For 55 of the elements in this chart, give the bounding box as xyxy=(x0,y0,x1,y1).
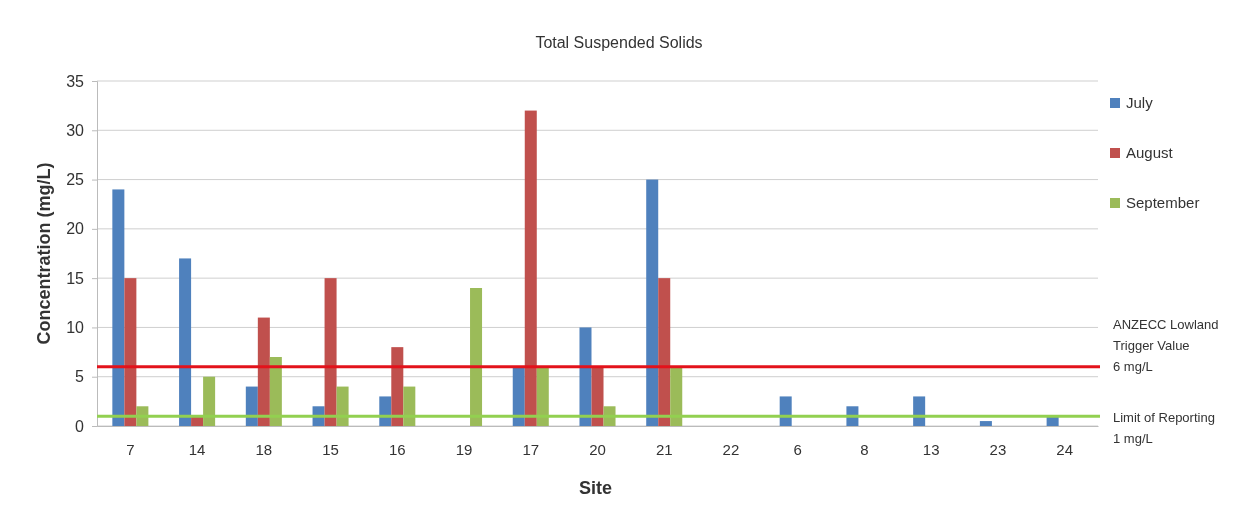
bar xyxy=(512,366,525,426)
x-tick-label: 22 xyxy=(722,440,740,458)
x-tick-label: 19 xyxy=(455,440,473,458)
x-tick-label: 8 xyxy=(860,440,869,458)
bar xyxy=(124,278,137,426)
bar xyxy=(779,396,792,426)
y-tick-label: 30 xyxy=(66,121,85,139)
x-tick-label: 16 xyxy=(388,440,406,458)
y-tick-label: 15 xyxy=(66,269,85,287)
bar xyxy=(524,110,537,426)
ref-line-label: ANZECC Lowland Trigger Value 6 mg/L xyxy=(1113,316,1219,374)
x-tick-label: 18 xyxy=(255,440,273,458)
y-tick-label: 20 xyxy=(66,220,85,238)
bar xyxy=(658,278,671,426)
bar xyxy=(913,396,926,426)
bar xyxy=(179,258,192,426)
chart-title: Total Suspended Solids xyxy=(535,34,703,51)
ref-line-label: Limit of Reporting 1 mg/L xyxy=(1113,410,1215,447)
bar xyxy=(646,179,659,426)
bar xyxy=(470,288,483,426)
legend-label: September xyxy=(1126,194,1200,212)
bar xyxy=(257,317,270,426)
y-tick-label: 35 xyxy=(66,72,85,90)
y-tick-label: 0 xyxy=(75,417,85,435)
x-tick-label: 14 xyxy=(188,440,206,458)
bar xyxy=(391,347,404,426)
bar xyxy=(403,386,416,426)
x-tick-label: 13 xyxy=(922,440,940,458)
x-axis-title: Site xyxy=(578,478,613,498)
bar xyxy=(324,278,337,426)
x-tick-label: 17 xyxy=(522,440,540,458)
x-tick-label: 24 xyxy=(1056,440,1073,458)
x-tick-label: 7 xyxy=(126,440,135,458)
x-tick-label: 21 xyxy=(655,440,673,458)
x-tick-label: 6 xyxy=(793,440,802,458)
legend-label: August xyxy=(1126,144,1174,162)
bar xyxy=(579,327,592,426)
y-axis-title: Concentration (mg/L) xyxy=(34,162,54,345)
bar xyxy=(670,366,683,426)
x-tick-label: 23 xyxy=(989,440,1007,458)
bar xyxy=(591,366,604,426)
bar xyxy=(203,376,216,426)
bar xyxy=(112,189,125,426)
y-tick-label: 10 xyxy=(66,319,85,337)
legend-label: July xyxy=(1126,94,1154,112)
y-tick-label: 25 xyxy=(66,171,85,189)
bar xyxy=(379,396,392,426)
bar xyxy=(336,386,349,426)
x-tick-label: 20 xyxy=(589,440,606,458)
y-tick-label: 5 xyxy=(75,368,85,386)
x-tick-label: 15 xyxy=(322,440,339,458)
bar xyxy=(536,366,549,426)
bar xyxy=(269,357,282,426)
bar xyxy=(245,386,258,426)
bar xyxy=(979,421,992,426)
